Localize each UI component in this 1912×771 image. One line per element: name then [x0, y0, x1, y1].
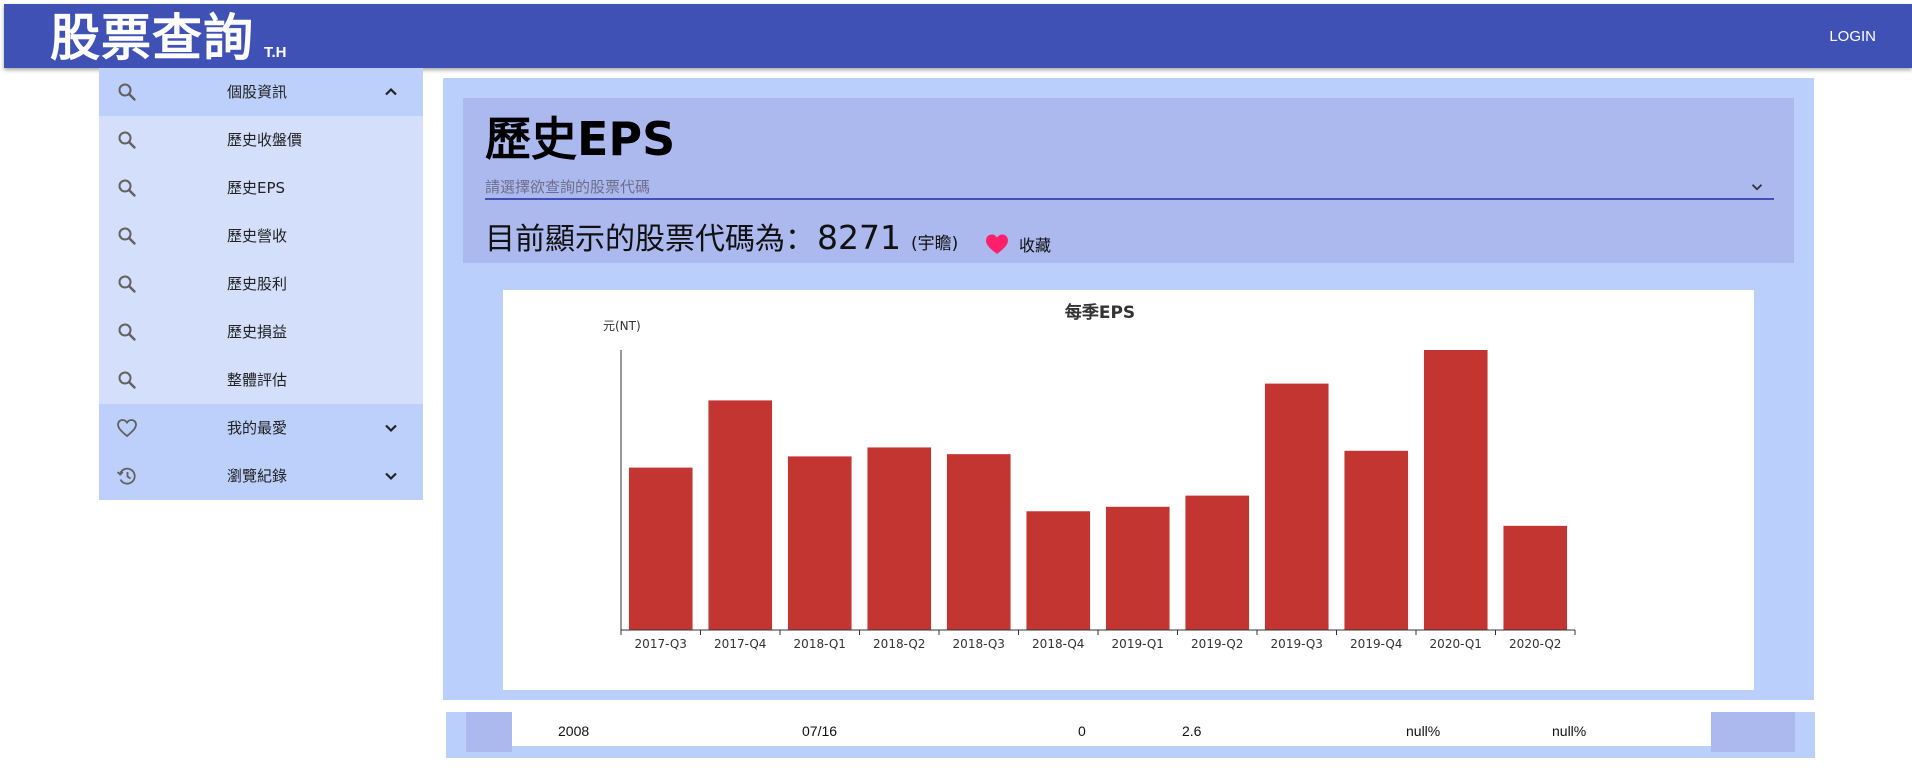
x-tick-label: 2019-Q4: [1350, 637, 1402, 651]
x-tick-label: 2019-Q1: [1112, 637, 1164, 651]
search-icon: [118, 275, 136, 293]
sidebar-item-history-close[interactable]: 歷史收盤價: [99, 116, 423, 164]
sidebar-item-label: 歷史收盤價: [227, 131, 303, 149]
sidebar-item-history-income[interactable]: 歷史損益: [99, 308, 423, 356]
main-panel: 歷史EPS 請選擇欲查詢的股票代碼 目前顯示的股票代碼為： 8271 (宇瞻) …: [443, 78, 1814, 700]
heart-icon: [986, 234, 1008, 254]
page-title: 歷史EPS: [485, 112, 676, 166]
table-row: 2008 07/16 0 2.6 null% null%: [512, 712, 1711, 746]
sidebar-item-label: 歷史EPS: [227, 179, 286, 197]
search-icon: [118, 323, 136, 341]
search-icon: [118, 227, 136, 245]
x-tick-label: 2018-Q4: [1032, 637, 1084, 651]
eps-chart-card: 每季EPS 元(NT) 2017-Q3 2017-Q4 2018-Q1 2018-Q2 20…: [503, 290, 1754, 690]
bar-2019-q4: [1344, 450, 1409, 630]
bar-2017-q4: [708, 400, 773, 630]
bar-2017-q3: [628, 467, 693, 630]
x-tick-label: 2018-Q2: [873, 637, 925, 651]
chevron-up-icon: [385, 87, 397, 96]
bar-2019-q2: [1185, 495, 1250, 630]
bar-2018-q2: [867, 447, 932, 630]
sidebar-item-history-dividend[interactable]: 歷史股利: [99, 260, 423, 308]
heart-outline-icon: [117, 419, 137, 438]
sidebar-item-favorites[interactable]: 我的最愛: [99, 404, 423, 452]
chevron-down-icon: [385, 424, 397, 433]
x-tick-label: 2019-Q3: [1271, 637, 1323, 651]
favorite-button[interactable]: 收藏: [985, 232, 1051, 256]
select-placeholder: 請選擇欲查詢的股票代碼: [485, 178, 651, 196]
row-date: 07/16: [802, 723, 838, 739]
bar-2018-q1: [787, 456, 852, 630]
row-edge-left: [466, 712, 512, 752]
sidebar-item-label: 個股資訊: [227, 83, 288, 101]
row-percent-1: null%: [1406, 723, 1441, 739]
stock-code-select[interactable]: 請選擇欲查詢的股票代碼: [485, 176, 1774, 200]
x-tick-label: 2017-Q4: [714, 637, 766, 651]
bar-2020-q2: [1503, 525, 1568, 630]
sidebar-item-label: 歷史營收: [227, 227, 288, 245]
chart-title: 每季EPS: [1065, 302, 1135, 323]
bar-2020-q1: [1423, 350, 1488, 630]
bar-2018-q4: [1026, 511, 1091, 630]
current-stock-prefix: 目前顯示的股票代碼為：: [485, 222, 815, 257]
sidebar-item-history-revenue[interactable]: 歷史營收: [99, 212, 423, 260]
sidebar-item-label: 我的最愛: [227, 419, 288, 437]
x-tick-label: 2017-Q3: [635, 637, 687, 651]
sidebar-item-history-eps[interactable]: 歷史EPS: [99, 164, 423, 212]
search-icon: [118, 371, 136, 389]
x-tick-label: 2020-Q2: [1509, 637, 1561, 651]
current-stock-name: (宇瞻): [910, 234, 959, 254]
current-stock-line: 目前顯示的股票代碼為： 8271 (宇瞻): [485, 214, 958, 258]
sidebar-item-label: 瀏覽紀錄: [227, 467, 288, 485]
eps-bar-chart: 每季EPS 元(NT) 2017-Q3 2017-Q4 2018-Q1 2018-Q2 20…: [603, 302, 1576, 651]
row-year: 2008: [558, 723, 590, 739]
y-axis-label: 元(NT): [603, 319, 641, 333]
sidebar: 個股資訊 歷史收盤價 歷史EPS 歷史營收 歷史股利 歷史損益 整體評估 我的最…: [99, 68, 423, 500]
data-row-container: 2008 07/16 0 2.6 null% null%: [446, 712, 1815, 758]
search-icon: [118, 83, 136, 101]
bar-2019-q1: [1105, 506, 1170, 630]
sidebar-item-label: 整體評估: [227, 371, 288, 389]
sidebar-item-overall-evaluation[interactable]: 整體評估: [99, 356, 423, 404]
row-value-2: 2.6: [1182, 723, 1202, 739]
row-percent-2: null%: [1552, 723, 1587, 739]
chevron-down-icon: [1751, 184, 1763, 191]
search-icon: [118, 179, 136, 197]
sidebar-item-label: 歷史股利: [227, 275, 288, 293]
x-tick-label: 2020-Q1: [1430, 637, 1482, 651]
sidebar-item-browse-history[interactable]: 瀏覽紀錄: [99, 452, 423, 500]
row-value-1: 0: [1078, 723, 1086, 739]
sidebar-item-stock-info[interactable]: 個股資訊: [99, 68, 423, 116]
chevron-down-icon: [385, 472, 397, 481]
x-tick-label: 2018-Q3: [953, 637, 1005, 651]
history-icon: [116, 467, 136, 485]
row-edge-right: [1711, 712, 1795, 752]
search-icon: [118, 131, 136, 149]
header-card: 歷史EPS 請選擇欲查詢的股票代碼 目前顯示的股票代碼為： 8271 (宇瞻) …: [463, 98, 1794, 263]
current-stock-code: 8271: [817, 218, 901, 257]
bar-2019-q3: [1264, 383, 1329, 630]
app-subtitle: T.H: [264, 44, 287, 61]
x-tick-label: 2019-Q2: [1191, 637, 1243, 651]
sidebar-item-label: 歷史損益: [227, 323, 288, 341]
favorite-label: 收藏: [1019, 236, 1052, 255]
app-bar: 股票查詢 T.H LOGIN: [4, 4, 1912, 68]
app-title: 股票查詢: [50, 9, 254, 67]
login-button[interactable]: LOGIN: [1829, 28, 1876, 45]
x-tick-label: 2018-Q1: [794, 637, 846, 651]
bar-2018-q3: [946, 454, 1011, 630]
